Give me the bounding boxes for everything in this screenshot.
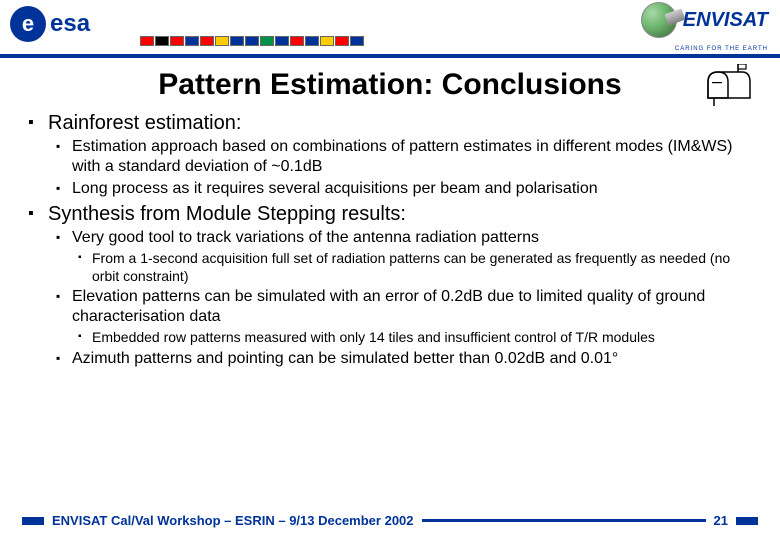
envisat-tagline: CARING FOR THE EARTH (675, 46, 768, 52)
slide-content: Rainforest estimation: Estimation approa… (0, 102, 780, 369)
footer-bar-mid (422, 519, 706, 522)
flag-icon (275, 36, 289, 46)
bullet-l2: Elevation patterns can be simulated with… (28, 287, 752, 327)
bullet-l2: Estimation approach based on combination… (28, 137, 752, 177)
flag-icon (140, 36, 154, 46)
flag-icon (185, 36, 199, 46)
bullet-l3: Embedded row patterns measured with only… (28, 329, 752, 347)
footer-text: ENVISAT Cal/Val Workshop – ESRIN – 9/13 … (52, 513, 414, 528)
flag-icon (170, 36, 184, 46)
bullet-l1: Rainforest estimation: (28, 112, 752, 135)
globe-icon (641, 2, 677, 38)
slide-title: Pattern Estimation: Conclusions (158, 68, 621, 102)
esa-logo-text: esa (50, 10, 90, 38)
flag-icon (305, 36, 319, 46)
bullet-l2: Very good tool to track variations of th… (28, 228, 752, 248)
slide-footer: ENVISAT Cal/Val Workshop – ESRIN – 9/13 … (0, 513, 780, 528)
flag-icon (335, 36, 349, 46)
flag-icon (350, 36, 364, 46)
flag-icon (290, 36, 304, 46)
envisat-logo-text: ENVISAT (683, 9, 768, 32)
member-state-flags (140, 36, 364, 46)
footer-bar-left (22, 517, 44, 525)
flag-icon (320, 36, 334, 46)
flag-icon (245, 36, 259, 46)
footer-bar-right (736, 517, 758, 525)
esa-logo: esa (10, 6, 90, 42)
esa-logo-circle (10, 6, 46, 42)
flag-icon (260, 36, 274, 46)
flag-icon (155, 36, 169, 46)
flag-icon (215, 36, 229, 46)
bullet-l3: From a 1-second acquisition full set of … (28, 250, 752, 285)
bullet-l2: Azimuth patterns and pointing can be sim… (28, 349, 752, 369)
title-row: Pattern Estimation: Conclusions (0, 68, 780, 102)
mailbox-icon (702, 64, 752, 108)
envisat-logo: ENVISAT CARING FOR THE EARTH (641, 2, 768, 38)
bullet-l2: Long process as it requires several acqu… (28, 179, 752, 199)
page-number: 21 (714, 513, 728, 528)
flag-icon (230, 36, 244, 46)
bullet-l1: Synthesis from Module Stepping results: (28, 203, 752, 226)
slide-header: esa ENVISAT CARING FOR THE EARTH (0, 0, 780, 58)
flag-icon (200, 36, 214, 46)
